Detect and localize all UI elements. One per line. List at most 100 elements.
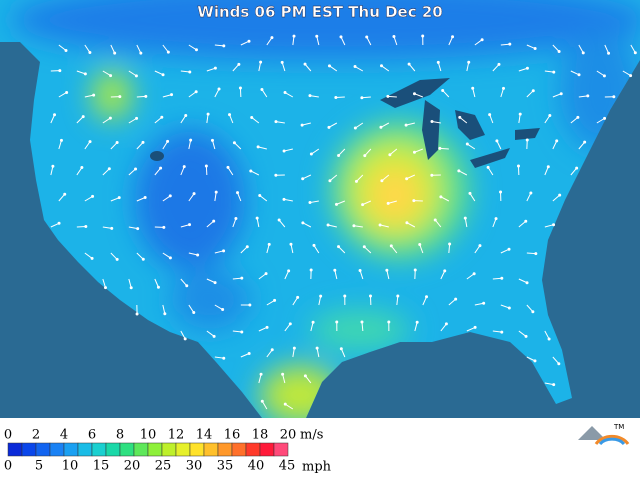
arrow-head	[196, 253, 200, 257]
arrow	[526, 90, 534, 98]
arrow-head	[143, 195, 147, 199]
arrow	[232, 330, 242, 333]
arrow-head	[214, 190, 218, 194]
arrow-head	[497, 62, 501, 66]
arrow-head	[280, 60, 284, 64]
arrow-head	[260, 87, 264, 91]
arrow	[206, 330, 215, 337]
arrow-head	[465, 142, 469, 146]
arrow-head	[629, 74, 633, 78]
arrow	[526, 356, 536, 362]
arrow-head	[433, 218, 437, 222]
wind-arrows	[50, 34, 637, 410]
arrow-head	[212, 219, 216, 223]
arrow	[84, 94, 94, 98]
arrow	[284, 403, 294, 410]
arrow	[361, 96, 371, 99]
arrow	[250, 170, 260, 176]
arrow	[596, 70, 605, 77]
scale-cell	[77, 442, 93, 457]
scale-cell	[189, 442, 205, 457]
arrow-head	[328, 179, 332, 183]
arrow	[518, 330, 527, 337]
arrow-head	[472, 272, 476, 276]
arrow-head	[51, 164, 55, 168]
arrow-head	[518, 112, 522, 116]
arrow-head	[232, 141, 236, 145]
arrow-head	[315, 34, 319, 38]
arrow-head	[57, 221, 61, 225]
arrow	[386, 270, 390, 280]
arrow-head	[415, 320, 419, 324]
arrow	[232, 277, 242, 280]
arrow	[622, 70, 631, 77]
arrow-head	[454, 297, 458, 301]
arrow	[492, 277, 502, 280]
arrow	[518, 278, 528, 284]
arrow	[414, 148, 424, 153]
arrow-head	[65, 90, 69, 94]
arrow-head	[256, 145, 260, 149]
arrow	[355, 122, 364, 129]
arrow-head	[486, 165, 490, 169]
arrow-head	[301, 221, 305, 225]
scale-cell	[63, 442, 79, 457]
arrow-head	[170, 93, 174, 97]
arrow-head	[237, 62, 241, 66]
arrow-head	[118, 95, 122, 99]
arrow-head	[228, 113, 232, 117]
ms-tick-label: 12	[168, 428, 185, 443]
arrow	[136, 44, 142, 54]
arrow-head	[144, 94, 148, 98]
arrow-head	[451, 35, 455, 39]
arrow-head	[301, 177, 305, 181]
arrow	[206, 114, 209, 124]
arrow-head	[495, 139, 499, 143]
arrow-head	[309, 268, 313, 272]
arrow-head	[379, 125, 383, 129]
arrow-head	[247, 39, 251, 43]
arrow	[578, 44, 584, 54]
arrow-head	[482, 301, 486, 305]
arrow	[266, 349, 273, 358]
arrow	[281, 62, 286, 72]
arrow-head	[168, 194, 172, 198]
arrow-head	[577, 73, 581, 77]
arrow-head	[58, 69, 62, 73]
arrow-head	[343, 294, 347, 298]
arrow-head	[288, 322, 292, 326]
arrow-head	[473, 325, 477, 329]
arrow-head	[407, 62, 411, 66]
arrow-head	[339, 35, 343, 39]
arrow-head	[115, 257, 119, 261]
arrow	[261, 400, 268, 410]
arrow-head	[308, 201, 312, 205]
arrow-head	[552, 223, 556, 227]
arrow	[327, 224, 337, 228]
arrow-head	[240, 276, 244, 280]
arrow-head	[326, 223, 330, 227]
arrow-head	[283, 91, 287, 95]
scale-cell	[273, 442, 289, 457]
arrow	[431, 120, 441, 124]
arrow-head	[92, 93, 96, 97]
arrow-head	[84, 224, 88, 228]
arrow-head	[557, 49, 561, 53]
arrow-head	[478, 244, 482, 248]
map-title: Winds 06 PM EST Thu Dec 20	[197, 3, 442, 21]
scale-cell	[133, 442, 149, 457]
arrow	[162, 94, 172, 98]
arrow-head	[315, 346, 319, 350]
arrow-head	[194, 48, 198, 52]
arrow-head	[113, 51, 117, 55]
arrow	[500, 43, 510, 46]
arrow-head	[247, 352, 251, 356]
arrow-head	[217, 87, 221, 91]
arrow-head	[378, 223, 382, 227]
arrow	[492, 218, 497, 228]
arrow-head	[516, 164, 520, 168]
arrow-head	[480, 38, 484, 42]
arrow-head	[361, 203, 365, 207]
arrow	[340, 348, 346, 358]
